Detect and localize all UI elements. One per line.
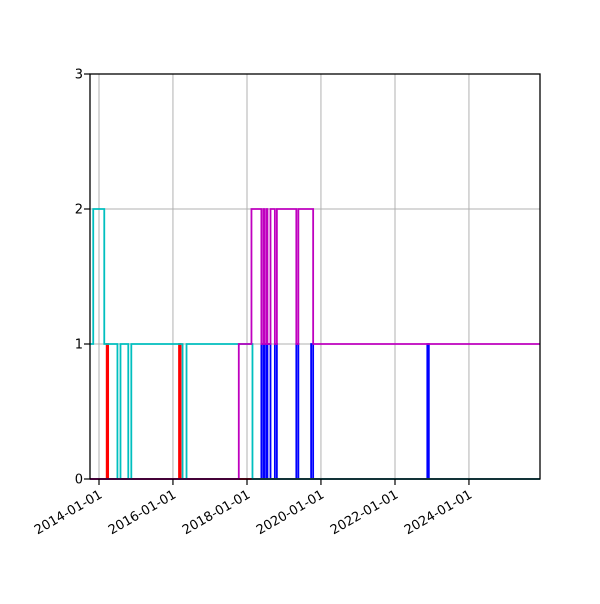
plot-area <box>90 74 540 479</box>
y-tick-label: 0 <box>75 473 83 488</box>
y-tick-label: 2 <box>75 203 83 218</box>
y-tick-label: 3 <box>75 68 83 83</box>
y-tick-label: 1 <box>75 338 83 353</box>
series-cyan-line <box>90 208 540 480</box>
plot-border <box>89 73 541 480</box>
series-magenta-line <box>90 208 540 480</box>
